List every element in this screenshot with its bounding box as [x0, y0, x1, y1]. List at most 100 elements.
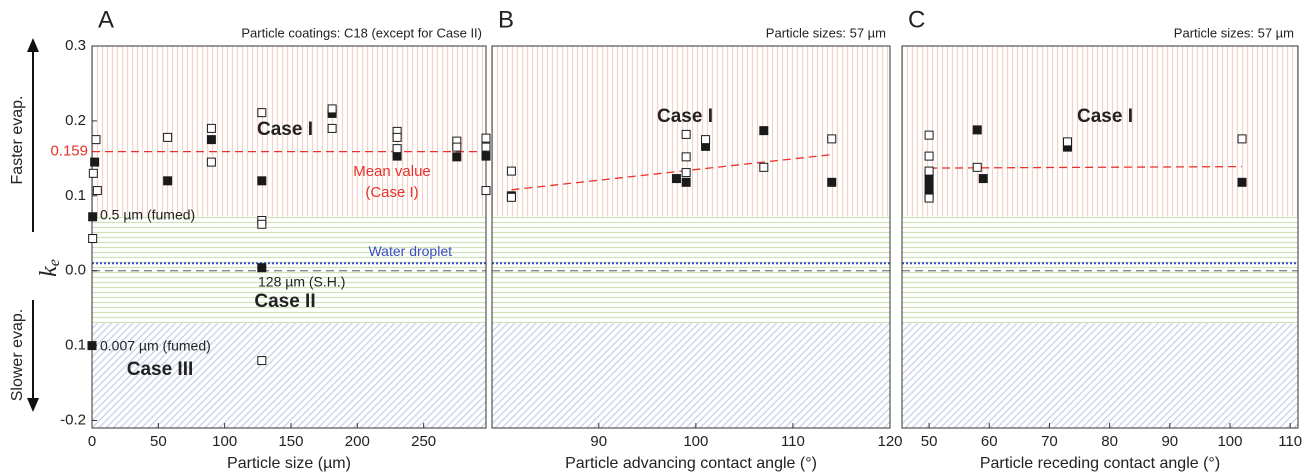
data-point	[88, 168, 98, 178]
y-tick-label: 0.1	[65, 187, 86, 204]
data-point	[924, 193, 934, 203]
panel-note: Particle sizes: 57 µm	[1174, 25, 1294, 40]
data-point	[681, 168, 691, 178]
plot-frame	[491, 45, 891, 429]
region	[902, 323, 1298, 428]
annotation: Case I	[257, 119, 313, 140]
data-point	[327, 123, 337, 133]
data-point	[392, 132, 402, 142]
data-point	[92, 186, 102, 196]
data-point	[827, 134, 837, 144]
data-point	[759, 162, 769, 172]
data-point	[506, 192, 516, 202]
region	[902, 216, 1298, 324]
arrow-head	[27, 398, 39, 412]
x-axis-label: Particle advancing contact angle (°)	[565, 455, 817, 472]
panel-letter: A	[98, 6, 114, 33]
y-axis-symbol: k	[36, 266, 62, 277]
annotation: Case I	[657, 106, 713, 127]
data-point	[481, 133, 491, 143]
x-tick-label: 250	[411, 433, 436, 450]
fit-line	[511, 153, 832, 191]
data-point	[452, 142, 462, 152]
x-axis-label: Particle receding contact angle (°)	[980, 455, 1220, 472]
x-tick-label: 0	[88, 433, 96, 450]
data-point	[257, 356, 267, 366]
data-point	[452, 152, 462, 162]
data-point	[1237, 177, 1247, 187]
y-tick-label: 0.3	[65, 37, 86, 54]
data-point	[681, 129, 691, 139]
mean-label: Mean value	[353, 163, 431, 180]
region	[92, 216, 486, 324]
panel-letter: B	[498, 6, 514, 33]
x-tick-label: 80	[1101, 433, 1118, 450]
data-point	[163, 176, 173, 186]
data-point	[392, 151, 402, 161]
x-tick-label: 50	[150, 433, 167, 450]
data-point	[681, 152, 691, 162]
data-point	[759, 126, 769, 136]
data-point	[257, 263, 267, 273]
x-tick-label: 110	[1278, 433, 1302, 450]
data-point	[1063, 137, 1073, 147]
data-point	[481, 186, 491, 196]
y-tick-label: 0.1	[65, 337, 86, 354]
data-point	[671, 174, 681, 184]
reference-label: Water droplet	[368, 243, 452, 259]
data-point	[978, 174, 988, 184]
data-point	[87, 341, 97, 351]
plot-frame	[901, 45, 1299, 429]
y-tick-label: 0.2	[65, 112, 86, 129]
data-point	[701, 135, 711, 145]
region	[92, 323, 486, 428]
data-point	[481, 151, 491, 161]
data-point	[327, 104, 337, 114]
data-point	[481, 142, 491, 152]
data-point	[91, 135, 101, 145]
x-tick-label: 100	[1217, 433, 1242, 450]
data-point	[257, 108, 267, 118]
data-point	[392, 144, 402, 154]
mean-value-label: 0.159	[50, 143, 88, 160]
data-point	[972, 162, 982, 172]
y-tick-label: 0.0	[65, 262, 86, 279]
x-tick-label: 120	[877, 433, 902, 450]
data-point	[924, 185, 934, 195]
x-tick-label: 50	[921, 433, 938, 450]
x-tick-label: 100	[683, 433, 708, 450]
data-point	[924, 177, 934, 187]
region	[902, 46, 1298, 217]
arrow-head	[27, 38, 39, 52]
annotation: Case II	[254, 291, 315, 312]
region	[492, 323, 890, 428]
x-axis-label: Particle size (µm)	[227, 455, 351, 472]
annotation: Case III	[127, 359, 194, 380]
annotation: 128 µm (S.H.)	[258, 274, 345, 290]
data-point	[88, 233, 98, 243]
panel-note: Particle sizes: 57 µm	[766, 25, 886, 40]
region	[92, 46, 486, 217]
data-point	[827, 177, 837, 187]
faster-label: Faster evap.	[9, 96, 26, 185]
annotation: Case I	[1077, 106, 1133, 127]
annotation: 0.007 µm (fumed)	[100, 338, 211, 354]
region	[492, 46, 890, 217]
annotation: 0.5 µm (fumed)	[100, 207, 195, 223]
x-tick-label: 110	[781, 433, 805, 450]
data-point	[1237, 134, 1247, 144]
x-tick-label: 90	[1161, 433, 1178, 450]
y-tick-label: -0.2	[60, 411, 86, 428]
x-tick-label: 90	[590, 433, 607, 450]
data-point	[88, 212, 98, 222]
data-point	[257, 176, 267, 186]
y-axis-subscript: e	[46, 259, 63, 266]
region	[492, 216, 890, 324]
data-point	[257, 219, 267, 229]
data-point	[206, 157, 216, 167]
data-point	[206, 135, 216, 145]
x-tick-label: 70	[1041, 433, 1058, 450]
y-axis-label: ke	[36, 259, 63, 277]
data-point	[163, 132, 173, 142]
